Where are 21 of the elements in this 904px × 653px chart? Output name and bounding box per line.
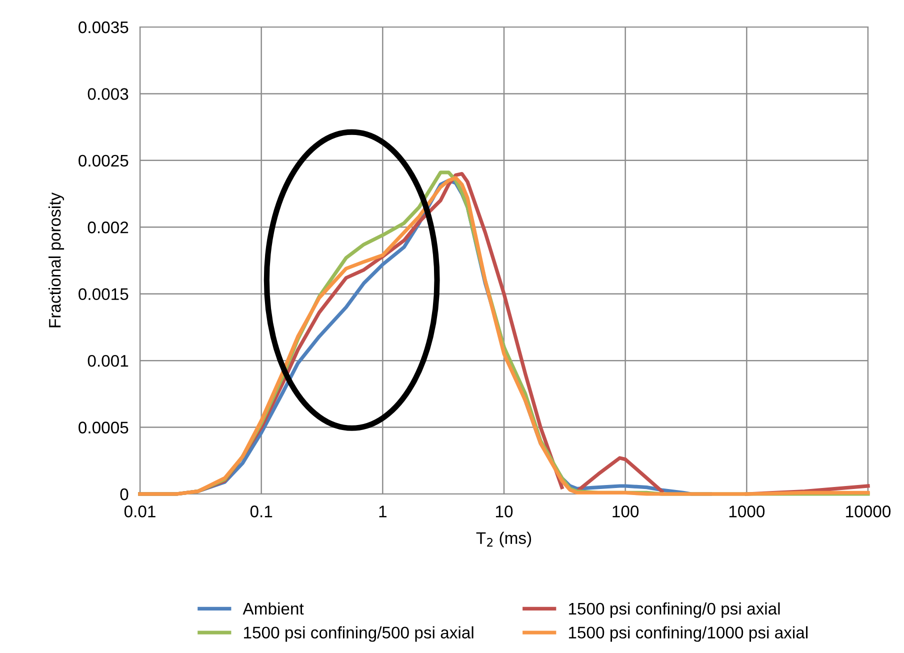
x-tick-label: 10	[496, 506, 513, 518]
y-axis-title: Fractional porosity	[48, 192, 64, 328]
y-tick-label: 0.0025	[78, 154, 128, 167]
legend-label: 1500 psi confining/500 psi axial	[244, 626, 474, 642]
y-tick-label: 0.001	[88, 354, 128, 367]
x-tick-label: 100	[612, 506, 639, 518]
legend-label: Ambient	[242, 602, 304, 615]
legend-label: 1500 psi confining/0 psi axial	[568, 602, 780, 618]
y-tick-label: 0.0015	[78, 288, 128, 300]
x-tick-label: 1000	[729, 506, 765, 518]
y-tick-label: 0.0005	[78, 422, 128, 434]
y-tick-label: 0.003	[88, 88, 128, 100]
x-tick-label: 0.01	[124, 506, 156, 518]
y-tick-label: 0	[120, 488, 128, 500]
y-tick-label: 0.002	[88, 222, 128, 234]
x-tick-label: 1	[379, 506, 386, 518]
x-tick-label: 0.1	[250, 506, 272, 518]
x-tick-label: 10000	[846, 506, 891, 518]
x-axis-title: T$_{2}$ (ms)	[476, 532, 532, 548]
y-tick-label: 0.0035	[78, 21, 128, 34]
legend-label: 1500 psi confining/1000 psi axial	[568, 626, 808, 642]
